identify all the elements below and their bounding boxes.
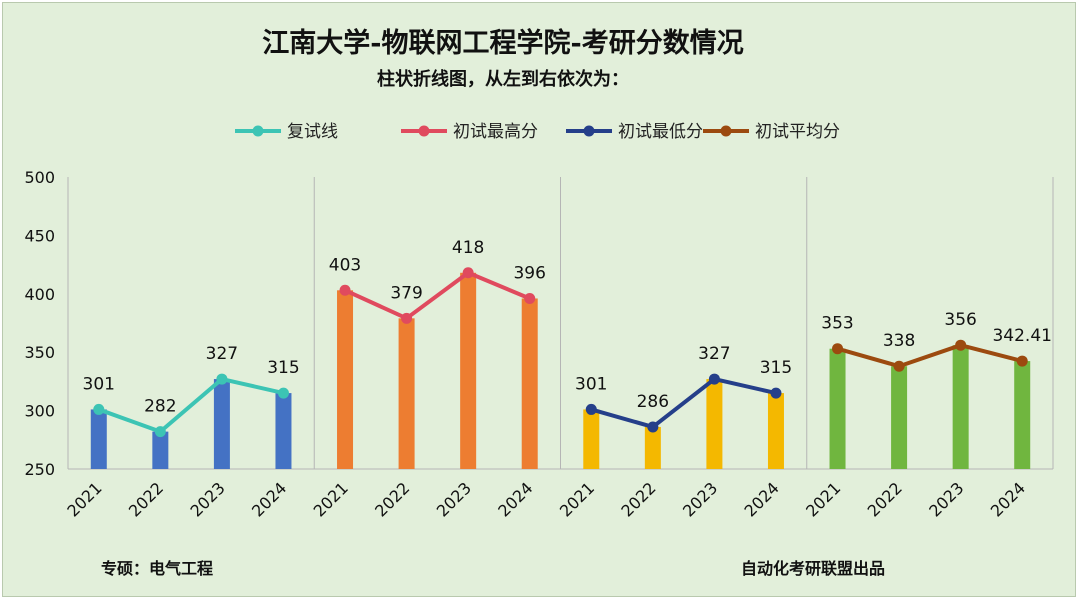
point-0-1 bbox=[154, 426, 166, 438]
point-0-3 bbox=[277, 387, 289, 399]
y-tick-label-2: 350 bbox=[24, 343, 55, 362]
data-label-0-0: 301 bbox=[83, 374, 115, 394]
bar-0-0 bbox=[90, 409, 107, 469]
y-tick-label-3: 400 bbox=[24, 285, 55, 304]
point-1-0 bbox=[339, 284, 351, 296]
series-line-1 bbox=[344, 270, 531, 321]
x-tick-label-0-1: 2022 bbox=[125, 478, 167, 520]
bar-2-2 bbox=[706, 379, 723, 469]
data-label-1-3: 396 bbox=[513, 263, 545, 283]
point-3-2 bbox=[955, 339, 967, 351]
x-tick-label-0-3: 2024 bbox=[248, 478, 290, 520]
data-label-2-2: 327 bbox=[698, 344, 730, 364]
data-label-1-1: 379 bbox=[390, 283, 422, 303]
footer-major: 专硕：电气工程 bbox=[101, 559, 213, 578]
data-label-2-3: 315 bbox=[760, 358, 792, 378]
y-tick-label-1: 300 bbox=[24, 402, 55, 421]
data-label-2-0: 301 bbox=[575, 374, 607, 394]
x-tick-label-0-0: 2021 bbox=[63, 478, 105, 520]
data-label-3-0: 353 bbox=[821, 314, 853, 334]
x-tick-label-1-1: 2022 bbox=[371, 478, 413, 520]
y-tick-label-4: 450 bbox=[24, 226, 55, 245]
point-1-2 bbox=[462, 267, 474, 279]
data-label-0-1: 282 bbox=[144, 397, 176, 417]
bar-1-0 bbox=[337, 290, 354, 469]
point-0-2 bbox=[216, 373, 228, 385]
legend-marker-2 bbox=[583, 125, 595, 137]
data-label-3-3: 342.41 bbox=[992, 326, 1051, 346]
bar-0-3 bbox=[275, 393, 292, 469]
data-label-0-2: 327 bbox=[206, 344, 238, 364]
series-line-3 bbox=[836, 343, 1023, 369]
x-tick-label-1-3: 2024 bbox=[494, 478, 536, 520]
bar-2-1 bbox=[644, 426, 661, 469]
point-1-1 bbox=[401, 312, 413, 324]
legend-label-3: 初试平均分 bbox=[755, 122, 840, 142]
x-tick-label-0-2: 2023 bbox=[187, 478, 229, 520]
point-2-0 bbox=[585, 403, 597, 415]
point-2-3 bbox=[770, 387, 782, 399]
bar-2-3 bbox=[767, 393, 784, 469]
point-3-3 bbox=[1016, 355, 1028, 367]
bar-2-0 bbox=[583, 409, 600, 469]
y-tick-label-0: 250 bbox=[24, 460, 55, 479]
legend-label-0: 复试线 bbox=[287, 122, 338, 142]
x-tick-label-3-0: 2021 bbox=[802, 478, 844, 520]
y-tick-label-5: 500 bbox=[24, 168, 55, 187]
chart-svg: 江南大学-物联网工程学院-考研分数情况 柱状折线图，从左到右依次为： 复试线 初试… bbox=[24, 27, 1054, 578]
bar-0-1 bbox=[152, 431, 169, 469]
data-label-2-1: 286 bbox=[637, 392, 669, 412]
bar-0-2 bbox=[213, 379, 230, 469]
x-tick-label-2-0: 2021 bbox=[556, 478, 598, 520]
point-1-3 bbox=[524, 292, 536, 304]
data-label-1-0: 403 bbox=[329, 255, 361, 275]
data-label-1-2: 418 bbox=[452, 238, 484, 258]
series-line-0 bbox=[98, 377, 284, 434]
legend-label-2: 初试最低分 bbox=[618, 122, 703, 142]
x-tick-label-2-1: 2022 bbox=[617, 478, 659, 520]
point-2-1 bbox=[647, 421, 659, 433]
bar-3-0 bbox=[829, 348, 846, 469]
bar-3-2 bbox=[952, 345, 969, 469]
legend-label-1: 初试最高分 bbox=[453, 122, 538, 142]
bar-1-3 bbox=[521, 298, 538, 469]
data-label-3-1: 338 bbox=[883, 331, 915, 351]
legend-marker-0 bbox=[252, 125, 264, 137]
x-tick-label-3-2: 2023 bbox=[925, 478, 967, 520]
legend: 复试线 初试最高分 初试最低分 初试平均分 bbox=[235, 122, 840, 142]
legend-marker-1 bbox=[418, 125, 430, 137]
x-tick-label-3-3: 2024 bbox=[987, 478, 1029, 520]
x-tick-label-1-0: 2021 bbox=[310, 478, 352, 520]
y-axis: 250 300 350 400 450 500 bbox=[24, 168, 1054, 479]
chart-title: 江南大学-物联网工程学院-考研分数情况 bbox=[262, 27, 743, 59]
x-tick-label-2-2: 2023 bbox=[679, 478, 721, 520]
series-line-2 bbox=[590, 377, 777, 429]
point-3-0 bbox=[832, 343, 844, 355]
plot-area: 301 282 327 315 2021 2022 2023 2024 403 379 418 396… bbox=[63, 238, 1052, 521]
bar-1-2 bbox=[460, 272, 477, 469]
point-0-0 bbox=[93, 403, 105, 415]
bar-3-1 bbox=[891, 366, 908, 469]
point-3-1 bbox=[893, 360, 905, 372]
legend-marker-3 bbox=[720, 125, 732, 137]
x-tick-label-2-3: 2024 bbox=[741, 478, 783, 520]
data-label-0-3: 315 bbox=[267, 358, 299, 378]
chart-subtitle: 柱状折线图，从左到右依次为： bbox=[377, 68, 629, 90]
point-2-2 bbox=[708, 373, 720, 385]
bar-3-3 bbox=[1014, 361, 1031, 469]
x-tick-label-3-1: 2022 bbox=[864, 478, 906, 520]
bar-1-1 bbox=[398, 318, 415, 469]
x-tick-label-1-2: 2023 bbox=[433, 478, 475, 520]
data-label-3-2: 356 bbox=[944, 310, 976, 330]
footer-credit: 自动化考研联盟出品 bbox=[741, 559, 885, 578]
